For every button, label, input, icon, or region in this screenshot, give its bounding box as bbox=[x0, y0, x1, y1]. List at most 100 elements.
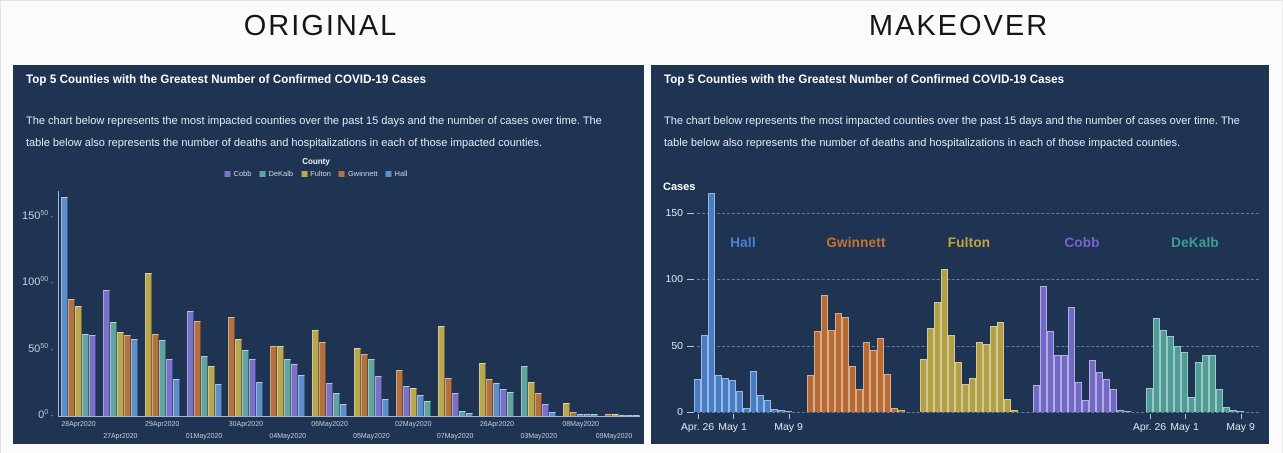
bar-fulton-04May2020[interactable] bbox=[976, 342, 983, 412]
bar-gwinnett-03May2020[interactable] bbox=[535, 393, 543, 416]
bar-dekalb-07May2020[interactable] bbox=[1223, 407, 1230, 412]
bar-gwinnett-03May2020[interactable] bbox=[856, 389, 863, 412]
bar-dekalb-08May2020[interactable] bbox=[591, 414, 599, 416]
legend-item-dekalb[interactable]: DeKalb bbox=[259, 169, 293, 178]
bar-fulton-01May2020[interactable] bbox=[207, 366, 215, 416]
bar-fulton-08May2020[interactable] bbox=[1004, 399, 1011, 412]
bar-hall-29Apr2020[interactable] bbox=[172, 379, 180, 416]
bar-hall-30Apr2020[interactable] bbox=[722, 378, 729, 412]
bar-dekalb-29Apr2020[interactable] bbox=[158, 340, 166, 416]
bar-gwinnett-29Apr2020[interactable] bbox=[151, 334, 159, 416]
bar-hall-04May2020[interactable] bbox=[750, 371, 757, 412]
bar-hall-05May2020[interactable] bbox=[381, 399, 389, 416]
bar-cobb-01May2020[interactable] bbox=[186, 311, 194, 416]
bar-cobb-27Apr2020[interactable] bbox=[1040, 286, 1047, 412]
bar-dekalb-28Apr2020[interactable] bbox=[1160, 330, 1167, 412]
bar-dekalb-04May2020[interactable] bbox=[1202, 355, 1209, 412]
bar-fulton-26Apr2020[interactable] bbox=[920, 359, 927, 412]
bar-fulton-30Apr2020[interactable] bbox=[948, 335, 955, 412]
bar-gwinnett-06May2020[interactable] bbox=[319, 342, 327, 416]
bar-hall-04May2020[interactable] bbox=[298, 375, 306, 416]
bar-hall-02May2020[interactable] bbox=[736, 391, 743, 412]
bar-cobb-30Apr2020[interactable] bbox=[249, 359, 257, 416]
bar-fulton-26Apr2020[interactable] bbox=[479, 363, 487, 416]
bar-gwinnett-07May2020[interactable] bbox=[444, 378, 452, 416]
bar-cobb-05May2020[interactable] bbox=[374, 376, 382, 416]
bar-cobb-06May2020[interactable] bbox=[326, 383, 334, 416]
bar-cobb-01May2020[interactable] bbox=[1068, 307, 1075, 412]
bar-fulton-29Apr2020[interactable] bbox=[941, 269, 948, 412]
bar-dekalb-06May2020[interactable] bbox=[1216, 389, 1223, 412]
bar-dekalb-02May2020[interactable] bbox=[423, 401, 431, 416]
bar-cobb-06May2020[interactable] bbox=[1103, 379, 1110, 412]
bar-gwinnett-30Apr2020[interactable] bbox=[228, 317, 236, 416]
bar-gwinnett-02May2020[interactable] bbox=[849, 366, 856, 412]
bar-hall-30Apr2020[interactable] bbox=[256, 382, 264, 416]
bar-dekalb-29Apr2020[interactable] bbox=[1167, 336, 1174, 412]
bar-cobb-08May2020[interactable] bbox=[1117, 410, 1124, 412]
bar-hall-06May2020[interactable] bbox=[340, 404, 348, 416]
bar-cobb-03May2020[interactable] bbox=[542, 404, 550, 416]
bar-hall-07May2020[interactable] bbox=[465, 413, 473, 416]
bar-gwinnett-07May2020[interactable] bbox=[884, 374, 891, 412]
bar-fulton-05May2020[interactable] bbox=[353, 348, 361, 416]
bar-gwinnett-09May2020[interactable] bbox=[605, 414, 612, 416]
bar-cobb-04May2020[interactable] bbox=[1089, 360, 1096, 412]
bar-fulton-30Apr2020[interactable] bbox=[235, 339, 243, 416]
bar-cobb-08May2020[interactable] bbox=[584, 414, 592, 416]
bar-cobb-07May2020[interactable] bbox=[1110, 389, 1117, 412]
bar-cobb-29Apr2020[interactable] bbox=[1054, 355, 1061, 412]
bar-cobb-04May2020[interactable] bbox=[291, 364, 299, 416]
bar-fulton-07May2020[interactable] bbox=[437, 326, 445, 416]
legend-item-fulton[interactable]: Fulton bbox=[301, 169, 331, 178]
bar-cobb-28Apr2020[interactable] bbox=[1047, 331, 1054, 412]
bar-cobb-28Apr2020[interactable] bbox=[89, 335, 96, 416]
bar-hall-27Apr2020[interactable] bbox=[130, 339, 138, 416]
bar-cobb-03May2020[interactable] bbox=[1082, 400, 1089, 412]
bar-fulton-06May2020[interactable] bbox=[312, 330, 320, 416]
bar-gwinnett-30Apr2020[interactable] bbox=[835, 313, 842, 412]
bar-fulton-09May2020[interactable] bbox=[612, 414, 619, 416]
bar-dekalb-27Apr2020[interactable] bbox=[1153, 318, 1160, 412]
legend-item-hall[interactable]: Hall bbox=[385, 169, 407, 178]
bar-gwinnett-27Apr2020[interactable] bbox=[814, 331, 821, 412]
bar-hall-27Apr2020[interactable] bbox=[701, 335, 708, 412]
bar-dekalb-02May2020[interactable] bbox=[1188, 397, 1195, 412]
bar-fulton-04May2020[interactable] bbox=[277, 346, 285, 416]
bar-fulton-07May2020[interactable] bbox=[997, 322, 1004, 412]
bar-fulton-05May2020[interactable] bbox=[983, 344, 990, 412]
bar-cobb-29Apr2020[interactable] bbox=[165, 359, 173, 416]
bar-fulton-27Apr2020[interactable] bbox=[116, 332, 124, 416]
bar-dekalb-05May2020[interactable] bbox=[367, 359, 375, 416]
bar-fulton-28Apr2020[interactable] bbox=[75, 306, 82, 416]
bar-dekalb-30Apr2020[interactable] bbox=[1174, 346, 1181, 412]
bar-fulton-02May2020[interactable] bbox=[409, 388, 417, 416]
bar-dekalb-03May2020[interactable] bbox=[521, 366, 529, 416]
bar-gwinnett-05May2020[interactable] bbox=[870, 350, 877, 412]
bar-hall-09May2020[interactable] bbox=[785, 411, 792, 412]
bar-gwinnett-04May2020[interactable] bbox=[863, 342, 870, 412]
bar-hall-08May2020[interactable] bbox=[577, 414, 585, 416]
bar-gwinnett-29Apr2020[interactable] bbox=[828, 330, 835, 412]
bar-cobb-30Apr2020[interactable] bbox=[1061, 355, 1068, 412]
bar-gwinnett-26Apr2020[interactable] bbox=[807, 375, 814, 412]
bar-cobb-26Apr2020[interactable] bbox=[500, 389, 508, 416]
bar-hall-26Apr2020[interactable] bbox=[694, 379, 701, 412]
bar-hall-07May2020[interactable] bbox=[771, 409, 778, 412]
bar-hall-03May2020[interactable] bbox=[549, 412, 557, 416]
bar-gwinnett-09May2020[interactable] bbox=[898, 410, 905, 412]
bar-dekalb-30Apr2020[interactable] bbox=[242, 350, 250, 416]
bar-gwinnett-08May2020[interactable] bbox=[570, 412, 578, 416]
bar-cobb-07May2020[interactable] bbox=[451, 393, 459, 416]
bar-dekalb-09May2020[interactable] bbox=[1237, 411, 1244, 412]
bar-dekalb-04May2020[interactable] bbox=[284, 359, 292, 416]
bar-dekalb-03May2020[interactable] bbox=[1195, 362, 1202, 412]
legend-item-gwinnett[interactable]: Gwinnett bbox=[338, 169, 378, 178]
bar-gwinnett-01May2020[interactable] bbox=[193, 321, 201, 416]
bar-cobb-02May2020[interactable] bbox=[1075, 382, 1082, 412]
bar-fulton-08May2020[interactable] bbox=[563, 403, 571, 416]
bar-hall-06May2020[interactable] bbox=[764, 400, 771, 412]
bar-hall-08May2020[interactable] bbox=[778, 410, 785, 412]
bar-hall-29Apr2020[interactable] bbox=[715, 375, 722, 412]
bar-fulton-03May2020[interactable] bbox=[969, 378, 976, 412]
